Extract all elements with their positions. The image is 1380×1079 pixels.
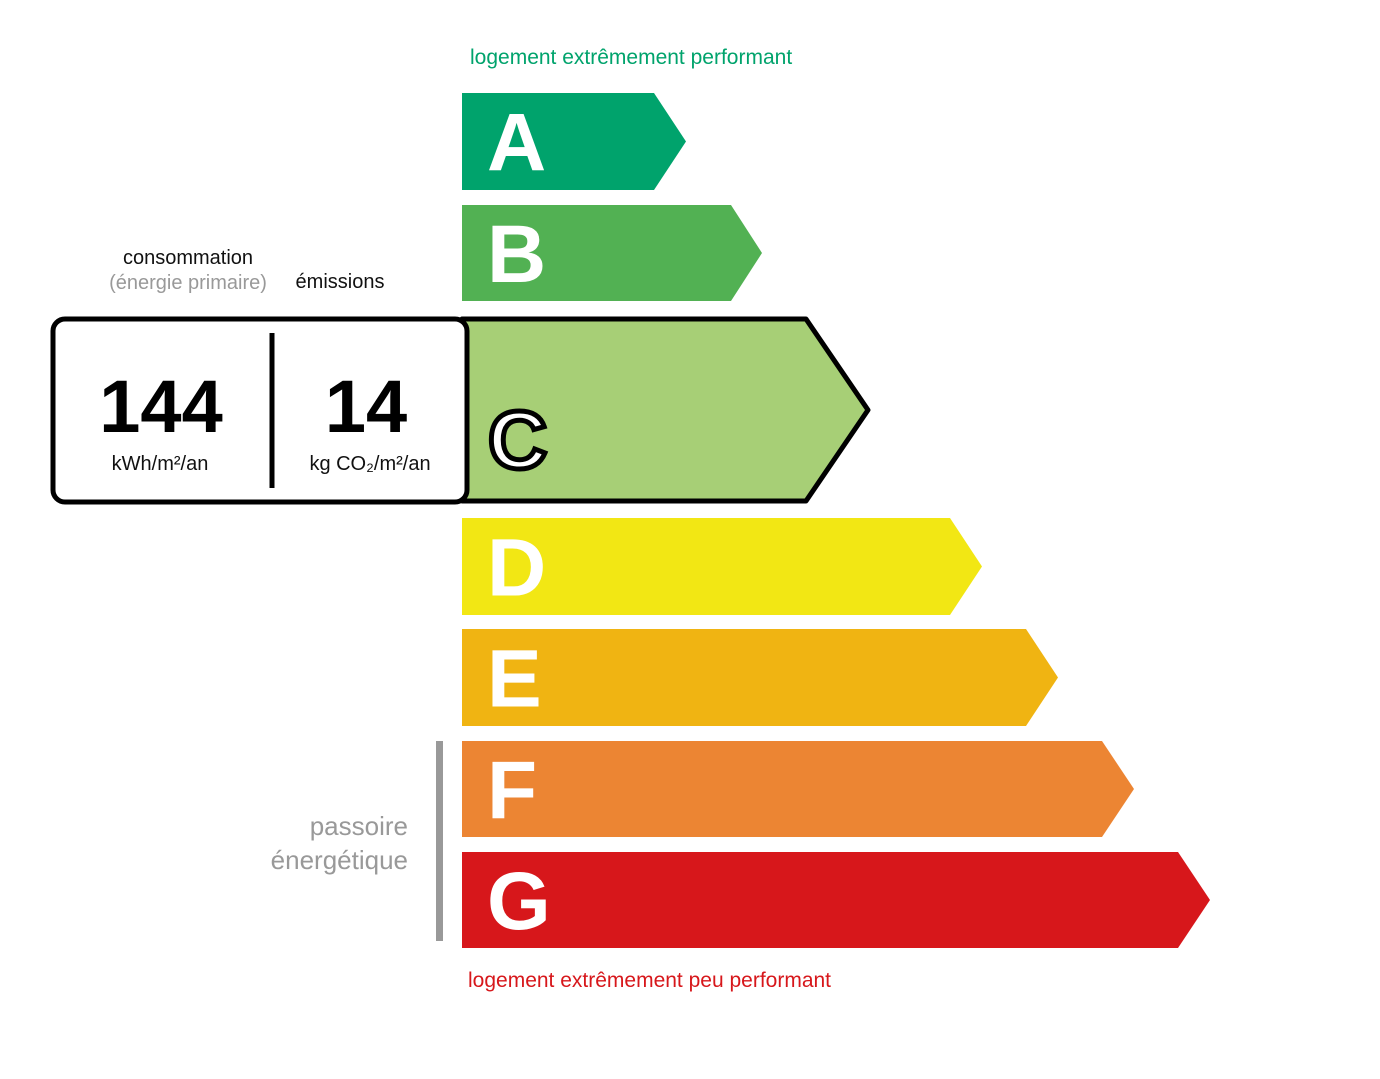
class-letter-d: D [487,523,546,614]
emissions-unit: kg CO₂/m²/an [309,453,430,475]
class-bar-b [462,205,762,301]
result-box [50,316,470,505]
passoire-line1: passoire [310,811,408,841]
class-bar-d [462,518,982,615]
top-caption: logement extrêmement performant [470,46,792,69]
class-letter-f: F [487,745,537,836]
class-letter-e: E [487,634,542,725]
class-bar-g [462,852,1210,948]
class-letter-g: G [487,856,551,947]
consumption-unit: kWh/m²/an [112,453,209,475]
emissions-header: émissions [296,271,385,293]
class-bar-e [462,629,1058,726]
class-bar-f [462,741,1134,837]
class-letter-c: C [488,395,547,486]
consumption-header: consommation [123,247,253,269]
consumption-subheader: (énergie primaire) [109,272,267,294]
consumption-value: 144 [99,365,222,448]
passoire-line2: énergétique [271,845,408,875]
class-letter-b: B [487,209,546,300]
emissions-value: 14 [325,365,407,448]
class-bar-a [462,93,686,190]
bottom-caption: logement extrêmement peu performant [468,969,831,992]
passoire-bracket [436,741,443,941]
class-letter-a: A [487,98,546,189]
